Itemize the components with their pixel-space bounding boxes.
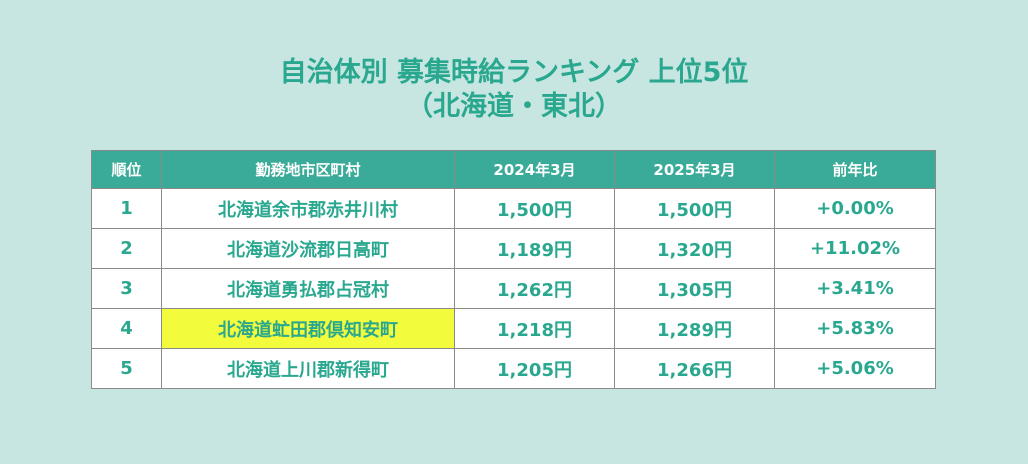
table-row: 2 北海道沙流郡日高町 1,189円 1,320円 +11.02% <box>91 228 936 269</box>
rank-cell: 1 <box>91 188 162 229</box>
municipality-cell: 北海道勇払郡占冠村 <box>161 268 455 309</box>
wage-2024-cell: 1,500円 <box>454 188 615 229</box>
header-change: 前年比 <box>774 150 936 189</box>
change-cell: +5.83% <box>774 308 936 349</box>
header-wage-2024: 2024年3月 <box>454 150 615 189</box>
wage-2024-cell: 1,189円 <box>454 228 615 269</box>
wage-2025-cell: 1,305円 <box>614 268 775 309</box>
table-header-row: 順位 勤務地市区町村 2024年3月 2025年3月 前年比 <box>91 150 936 189</box>
municipality-cell: 北海道上川郡新得町 <box>161 348 455 389</box>
municipality-cell-highlighted: 北海道虻田郡倶知安町 <box>161 308 455 349</box>
rank-cell: 5 <box>91 348 162 389</box>
municipality-cell: 北海道沙流郡日高町 <box>161 228 455 269</box>
municipality-cell: 北海道余市郡赤井川村 <box>161 188 455 229</box>
change-cell: +5.06% <box>774 348 936 389</box>
change-cell: +11.02% <box>774 228 936 269</box>
page-title: 自治体別 募集時給ランキング 上位5位 <box>279 57 749 88</box>
header-wage-2025: 2025年3月 <box>614 150 775 189</box>
wage-2024-cell: 1,262円 <box>454 268 615 309</box>
wage-2024-cell: 1,218円 <box>454 308 615 349</box>
header-municipality: 勤務地市区町村 <box>161 150 455 189</box>
table-row: 1 北海道余市郡赤井川村 1,500円 1,500円 +0.00% <box>91 188 936 229</box>
page-subtitle: （北海道・東北） <box>406 91 622 122</box>
rank-cell: 3 <box>91 268 162 309</box>
table-row: 4 北海道虻田郡倶知安町 1,218円 1,289円 +5.83% <box>91 308 936 349</box>
rank-cell: 4 <box>91 308 162 349</box>
table-row: 5 北海道上川郡新得町 1,205円 1,266円 +5.06% <box>91 348 936 389</box>
wage-2025-cell: 1,266円 <box>614 348 775 389</box>
rank-cell: 2 <box>91 228 162 269</box>
change-cell: +0.00% <box>774 188 936 229</box>
table-row: 3 北海道勇払郡占冠村 1,262円 1,305円 +3.41% <box>91 268 936 309</box>
change-cell: +3.41% <box>774 268 936 309</box>
wage-2025-cell: 1,289円 <box>614 308 775 349</box>
header-rank: 順位 <box>91 150 162 189</box>
wage-2024-cell: 1,205円 <box>454 348 615 389</box>
wage-2025-cell: 1,320円 <box>614 228 775 269</box>
ranking-table: 順位 勤務地市区町村 2024年3月 2025年3月 前年比 1 北海道余市郡赤… <box>91 150 936 389</box>
wage-2025-cell: 1,500円 <box>614 188 775 229</box>
